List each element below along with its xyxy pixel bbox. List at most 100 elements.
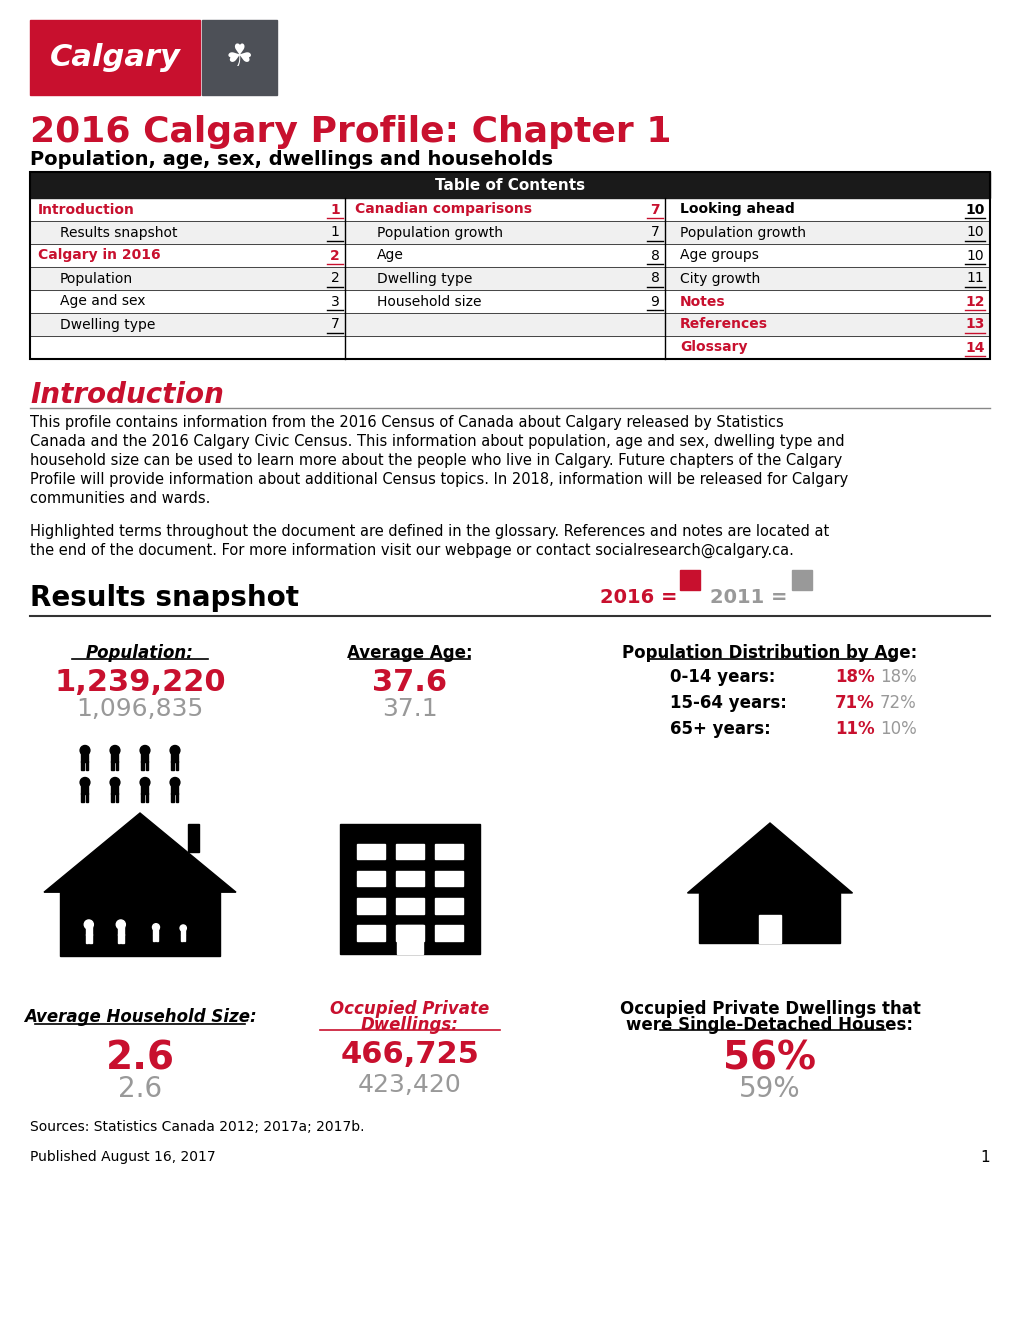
Bar — [115, 793, 118, 803]
Bar — [142, 784, 149, 793]
Text: 2016 =: 2016 = — [599, 587, 677, 607]
Bar — [202, 20, 277, 95]
Bar — [31, 313, 988, 337]
Text: communities and wards.: communities and wards. — [30, 491, 210, 506]
Bar — [111, 793, 114, 803]
Bar — [153, 935, 155, 941]
Text: Population: Population — [60, 272, 133, 285]
Circle shape — [153, 924, 159, 931]
Text: Dwelling type: Dwelling type — [60, 318, 155, 331]
Bar — [171, 793, 174, 803]
Circle shape — [180, 925, 186, 931]
Bar — [82, 752, 89, 762]
Bar — [31, 220, 988, 244]
Text: Dwelling type: Dwelling type — [377, 272, 472, 285]
Text: Age groups: Age groups — [680, 248, 758, 263]
Text: were Single-Detached Houses:: were Single-Detached Houses: — [626, 1016, 913, 1034]
Bar — [680, 570, 699, 590]
Text: 9: 9 — [650, 294, 659, 309]
Text: Glossary: Glossary — [680, 341, 747, 355]
Circle shape — [81, 746, 90, 755]
Text: 18%: 18% — [835, 668, 873, 686]
Text: City growth: City growth — [680, 272, 759, 285]
Bar — [175, 760, 178, 770]
Text: Results snapshot: Results snapshot — [60, 226, 177, 239]
Text: Calgary: Calgary — [50, 42, 180, 71]
Text: ☘: ☘ — [225, 42, 253, 71]
Circle shape — [81, 777, 90, 787]
Text: 2: 2 — [330, 248, 339, 263]
Bar — [395, 843, 424, 859]
Bar — [699, 894, 840, 942]
Text: 56%: 56% — [722, 1040, 815, 1078]
Text: 1: 1 — [330, 226, 339, 239]
Bar — [111, 784, 118, 793]
Text: 14: 14 — [964, 341, 983, 355]
Text: Age: Age — [377, 248, 404, 263]
Circle shape — [85, 920, 94, 929]
Text: the end of the document. For more information visit our webpage or contact socia: the end of the document. For more inform… — [30, 543, 793, 558]
Text: 8: 8 — [650, 248, 659, 263]
Bar — [395, 871, 424, 887]
Text: Canada and the 2016 Calgary Civic Census. This information about population, age: Canada and the 2016 Calgary Civic Census… — [30, 434, 844, 449]
Text: 7: 7 — [649, 202, 659, 216]
Text: Population growth: Population growth — [377, 226, 502, 239]
Bar — [339, 824, 480, 954]
Bar — [90, 935, 92, 942]
Text: Published August 16, 2017: Published August 16, 2017 — [30, 1150, 215, 1164]
Text: Sources: Statistics Canada 2012; 2017a; 2017b.: Sources: Statistics Canada 2012; 2017a; … — [30, 1119, 364, 1134]
Bar — [115, 760, 118, 770]
Text: 2016 Calgary Profile: Chapter 1: 2016 Calgary Profile: Chapter 1 — [30, 115, 671, 149]
Text: 37.6: 37.6 — [372, 668, 447, 697]
Circle shape — [170, 777, 179, 787]
Text: Introduction: Introduction — [30, 381, 223, 409]
Text: 1: 1 — [979, 1150, 989, 1166]
Bar — [146, 760, 149, 770]
Text: 13: 13 — [964, 318, 983, 331]
Text: 2.6: 2.6 — [118, 1074, 162, 1104]
Bar — [153, 928, 158, 935]
Polygon shape — [687, 822, 852, 894]
Text: 11%: 11% — [835, 719, 873, 738]
Bar — [435, 925, 463, 941]
Text: Calgary in 2016: Calgary in 2016 — [38, 248, 160, 263]
Text: Dwellings:: Dwellings: — [361, 1016, 459, 1034]
Bar — [357, 925, 384, 941]
Bar — [30, 20, 200, 95]
Text: 10: 10 — [965, 248, 983, 263]
Bar — [60, 892, 220, 956]
Text: 8: 8 — [650, 272, 659, 285]
Text: 7: 7 — [650, 226, 658, 239]
Circle shape — [140, 777, 150, 787]
Text: 423,420: 423,420 — [358, 1073, 462, 1097]
Text: 3: 3 — [330, 294, 339, 309]
Bar — [31, 267, 988, 290]
Bar — [86, 925, 92, 935]
Circle shape — [170, 746, 179, 755]
Text: Average Household Size:: Average Household Size: — [23, 1008, 256, 1026]
Text: Notes: Notes — [680, 294, 725, 309]
Bar — [187, 824, 199, 851]
Bar — [86, 760, 89, 770]
Bar — [180, 935, 182, 941]
Text: 10%: 10% — [879, 719, 916, 738]
Bar — [146, 793, 149, 803]
Bar — [111, 752, 118, 762]
Bar — [183, 935, 185, 941]
Text: 12: 12 — [964, 294, 983, 309]
Bar — [142, 752, 149, 762]
Bar — [121, 935, 124, 942]
Text: Population:: Population: — [86, 644, 194, 663]
Text: Population growth: Population growth — [680, 226, 805, 239]
Text: Profile will provide information about additional Census topics. In 2018, inform: Profile will provide information about a… — [30, 473, 848, 487]
Text: Introduction: Introduction — [38, 202, 135, 216]
Text: household size can be used to learn more about the people who live in Calgary. F: household size can be used to learn more… — [30, 453, 842, 469]
Bar — [758, 915, 781, 942]
Text: 2011 =: 2011 = — [709, 587, 787, 607]
Circle shape — [110, 777, 120, 787]
Text: 0-14 years:: 0-14 years: — [669, 668, 774, 686]
Bar — [180, 929, 185, 936]
Text: 7: 7 — [330, 318, 339, 331]
Text: Results snapshot: Results snapshot — [30, 583, 299, 612]
Text: 37.1: 37.1 — [382, 697, 437, 721]
